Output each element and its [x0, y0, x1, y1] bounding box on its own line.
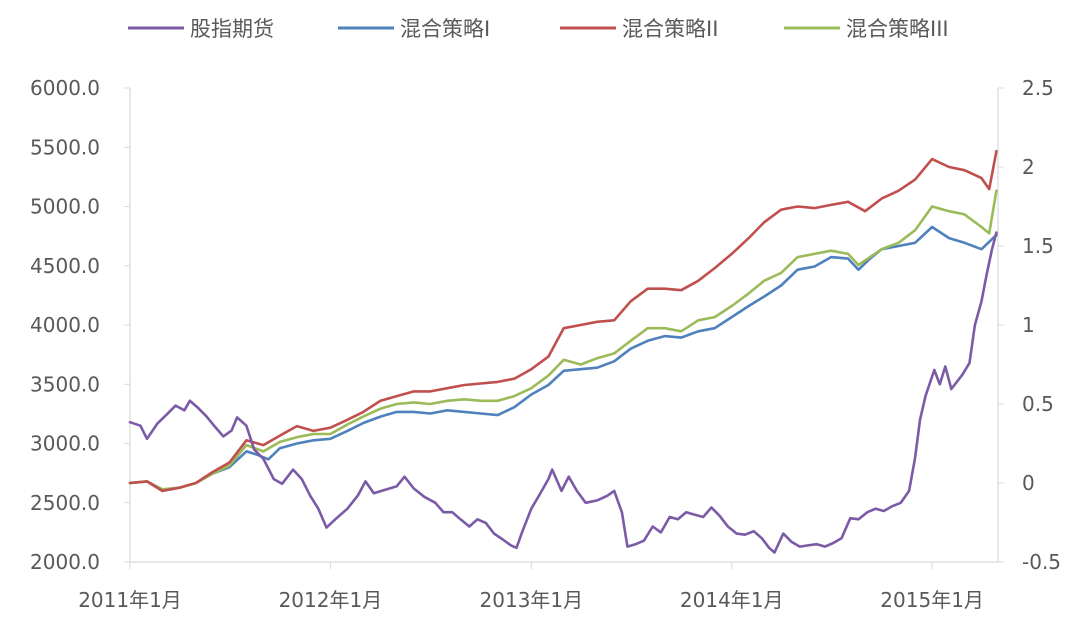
series-line-1 [128, 231, 998, 554]
right-y-tick-label: 1 [1022, 313, 1035, 337]
x-tick-label: 2012年1月 [279, 588, 383, 612]
x-tick-label: 2011年1月 [78, 588, 182, 612]
left-y-tick-label: 5000.0 [30, 195, 100, 219]
legend-label: 混合策略III [846, 17, 949, 41]
series-line-2 [128, 225, 998, 493]
right-y-tick-label: 1.5 [1022, 234, 1054, 258]
left-y-tick-label: 6000.0 [30, 76, 100, 100]
x-tick-label: 2013年1月 [480, 588, 584, 612]
x-tick-label: 2014年1月 [680, 588, 784, 612]
right-y-tick-label: 0.5 [1022, 392, 1054, 416]
chart-series [128, 149, 998, 554]
right-y-tick-label: 2 [1022, 155, 1035, 179]
series-line-4 [128, 189, 998, 491]
legend-label: 混合策略II [622, 17, 718, 41]
left-y-tick-label: 3500.0 [30, 372, 100, 396]
legend-label: 混合策略I [400, 17, 490, 41]
chart-axes: 2000.0 2500.0 3000.0 3500.0 4000.0 4500.0 5000… [30, 76, 1061, 612]
left-y-tick-label: 4000.0 [30, 313, 100, 337]
right-y-tick-label: 2.5 [1022, 76, 1054, 100]
left-y-tick-label: 2000.0 [30, 550, 100, 574]
legend-label: 股指期货 [190, 17, 274, 41]
chart-legend: 股指期货 混合策略I 混合策略II 混合策略III [128, 17, 949, 41]
x-tick-label: 2015年1月 [880, 588, 984, 612]
series-line-3 [128, 149, 998, 493]
left-y-tick-label: 2500.0 [30, 491, 100, 515]
left-y-tick-label: 3000.0 [30, 432, 100, 456]
right-y-tick-label: -0.5 [1022, 550, 1061, 574]
left-y-tick-label: 4500.0 [30, 254, 100, 278]
right-y-tick-label: 0 [1022, 471, 1035, 495]
left-y-tick-label: 5500.0 [30, 135, 100, 159]
